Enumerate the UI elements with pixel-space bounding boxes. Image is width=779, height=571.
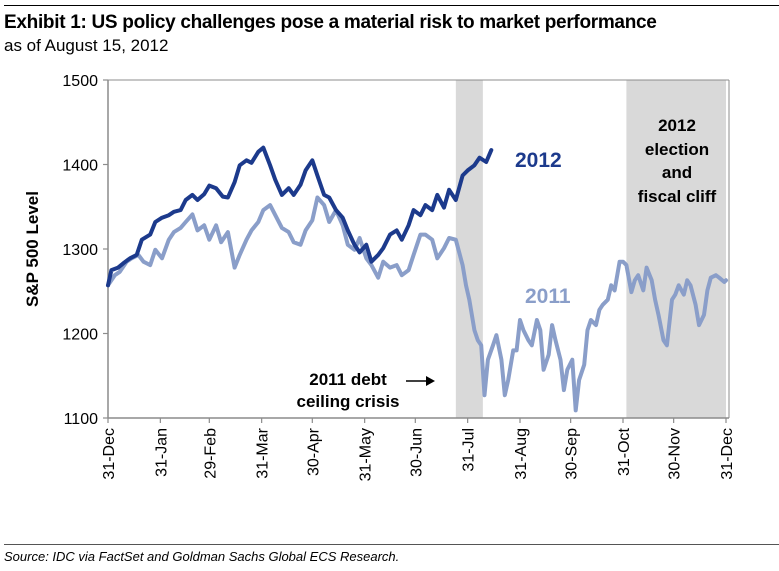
x-tick-label: 30-Nov xyxy=(667,428,684,480)
x-tick-label: 31-Jul xyxy=(461,428,478,472)
x-tick-label: 30-Sep xyxy=(564,428,581,480)
x-tick-label: 31-May xyxy=(358,428,375,481)
y-tick-label: 1100 xyxy=(64,411,99,428)
y-tick-label: 1400 xyxy=(62,158,98,175)
series-label-2011: 2011 xyxy=(525,285,571,308)
x-tick-label: 30-Jun xyxy=(408,428,425,477)
x-tick-label: 31-Dec xyxy=(101,428,118,480)
y-tick-label: 1300 xyxy=(62,242,98,259)
annotation-fiscal-cliff-line2: election xyxy=(645,140,709,159)
shaded-region-2 xyxy=(626,80,726,418)
bottom-rule xyxy=(4,544,779,545)
series-line-2012 xyxy=(106,145,494,288)
x-tick-label: 31-Mar xyxy=(255,427,272,478)
series-lines xyxy=(106,145,728,413)
x-tick-label: 31-Jan xyxy=(153,428,170,477)
chart-title: Exhibit 1: US policy challenges pose a m… xyxy=(4,12,657,33)
axes: 1100 1200 1300 1400 1500 31-Dec 31-Jan 29-Feb 31… xyxy=(62,73,736,481)
annotation-fiscal-cliff-line4: fiscal cliff xyxy=(638,187,717,206)
annotation-debt-ceiling-line1: 2011 debt xyxy=(309,370,387,389)
annotation-fiscal-cliff-line3: and xyxy=(662,163,692,182)
annotation-fiscal-cliff-line1: 2012 xyxy=(658,116,696,135)
arrow-right-icon xyxy=(406,376,435,386)
x-tick-label: 31-Oct xyxy=(616,427,633,476)
series-line-2011 xyxy=(106,195,728,413)
shaded-regions xyxy=(455,80,726,418)
y-tick-label: 1500 xyxy=(62,73,98,90)
chart-subtitle: as of August 15, 2012 xyxy=(4,36,169,55)
y-tick-label: 1200 xyxy=(62,327,98,344)
source-note: Source: IDC via FactSet and Goldman Sach… xyxy=(4,549,400,564)
annotation-debt-ceiling-line2: ceiling crisis xyxy=(297,392,400,411)
y-axis-title: S&P 500 Level xyxy=(23,191,42,307)
x-tick-label: 29-Feb xyxy=(202,428,219,479)
x-tick-label: 30-Apr xyxy=(305,427,322,476)
top-rule xyxy=(4,5,779,6)
x-tick-label: 31-Dec xyxy=(719,428,736,480)
series-label-2012: 2012 xyxy=(515,149,562,172)
x-tick-label: 31-Aug xyxy=(513,428,530,480)
